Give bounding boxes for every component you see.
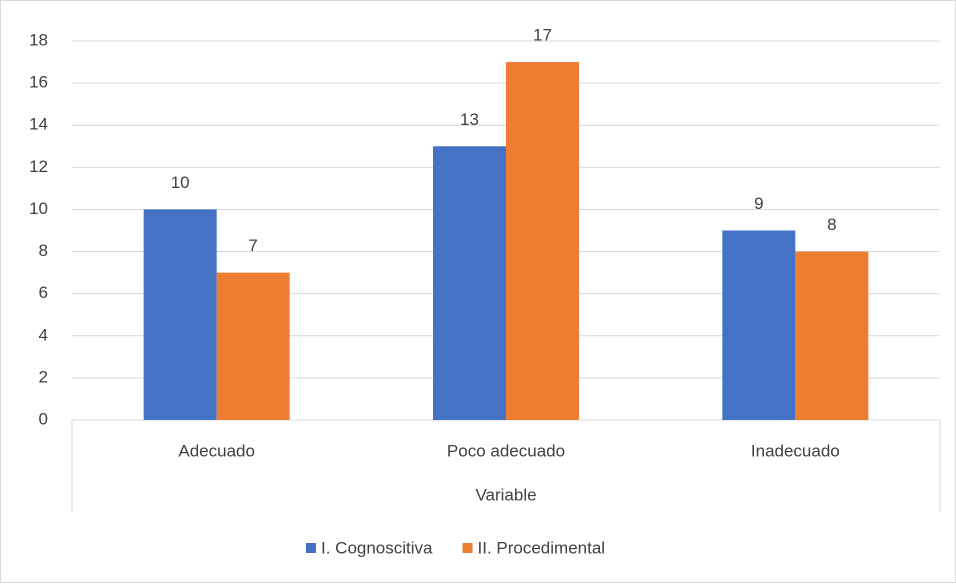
y-tick-label: 4: [39, 325, 48, 344]
legend-swatch: [462, 543, 473, 553]
x-tick-label: Poco adecuado: [447, 441, 565, 460]
x-tick-label: Adecuado: [178, 441, 255, 460]
y-tick-label: 16: [29, 73, 48, 92]
y-tick-label: 0: [39, 409, 48, 428]
y-tick-label: 12: [29, 157, 48, 176]
y-tick-label: 18: [29, 30, 48, 49]
data-label: 17: [533, 26, 552, 45]
y-tick-label: 6: [39, 283, 48, 302]
y-tick-label: 8: [39, 241, 48, 260]
data-label: 7: [248, 236, 257, 255]
y-tick-label: 14: [29, 115, 48, 134]
x-tick-label: Inadecuado: [751, 441, 840, 460]
y-tick-label: 10: [29, 199, 48, 218]
data-label: 9: [754, 194, 763, 213]
data-label: 13: [460, 110, 479, 129]
data-label: 10: [171, 173, 190, 192]
bar: [216, 272, 290, 420]
legend-label: II. Procedimental: [478, 538, 606, 557]
bar: [433, 146, 506, 420]
bar: [506, 62, 579, 421]
data-label: 8: [827, 215, 836, 234]
legend-label: I. Cognoscitiva: [321, 538, 433, 557]
bar: [722, 230, 796, 420]
x-axis-title: Variable: [475, 485, 536, 504]
y-tick-label: 2: [39, 367, 48, 386]
bar: [143, 209, 217, 420]
legend-swatch: [306, 543, 316, 553]
bar: [795, 251, 869, 420]
